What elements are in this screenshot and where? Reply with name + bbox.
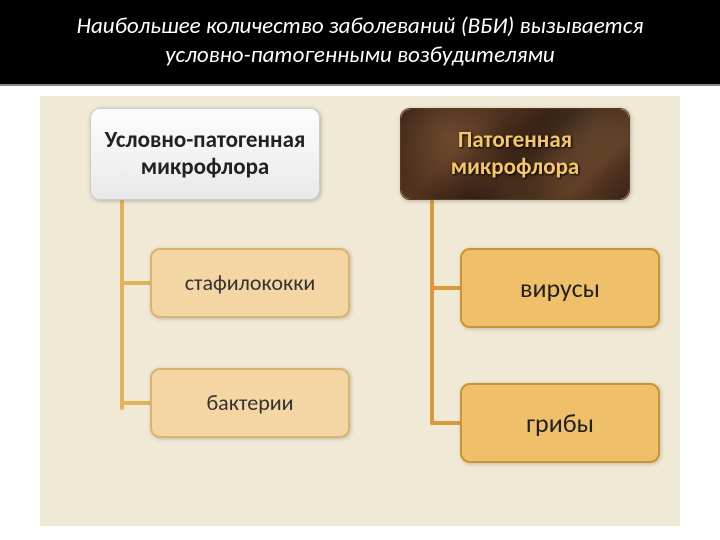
item-staphylococci: стафилококки bbox=[150, 248, 350, 318]
connector-h-left-1 bbox=[120, 281, 154, 285]
connector-h-left-2 bbox=[120, 401, 154, 405]
connector-vertical-right bbox=[430, 200, 434, 425]
connector-h-right-1 bbox=[430, 286, 464, 290]
item-label: вирусы bbox=[520, 272, 600, 304]
item-viruses: вирусы bbox=[460, 248, 660, 328]
header-box-conditional: Условно-патогенная микрофлора bbox=[90, 108, 320, 200]
item-label: грибы bbox=[526, 407, 594, 439]
connector-vertical-left bbox=[120, 200, 124, 410]
connector-h-right-2 bbox=[430, 421, 464, 425]
slide-title-text: Наибольшее количество заболеваний (ВБИ) … bbox=[77, 12, 644, 69]
diagram-area: Условно-патогенная микрофлора стафилокок… bbox=[40, 96, 680, 526]
slide-title: Наибольшее количество заболеваний (ВБИ) … bbox=[0, 0, 720, 86]
item-label: бактерии bbox=[206, 389, 293, 416]
item-bacteria: бактерии bbox=[150, 368, 350, 438]
header-box-pathogenic: Патогенная микрофлора bbox=[400, 108, 630, 200]
item-fungi: грибы bbox=[460, 383, 660, 463]
column-conditional-pathogenic: Условно-патогенная микрофлора стафилокок… bbox=[90, 108, 370, 200]
header-label: Патогенная микрофлора bbox=[411, 127, 619, 180]
column-pathogenic: Патогенная микрофлора вирусы грибы bbox=[400, 108, 680, 200]
item-label: стафилококки bbox=[185, 269, 316, 296]
header-label: Условно-патогенная микрофлора bbox=[101, 127, 309, 180]
